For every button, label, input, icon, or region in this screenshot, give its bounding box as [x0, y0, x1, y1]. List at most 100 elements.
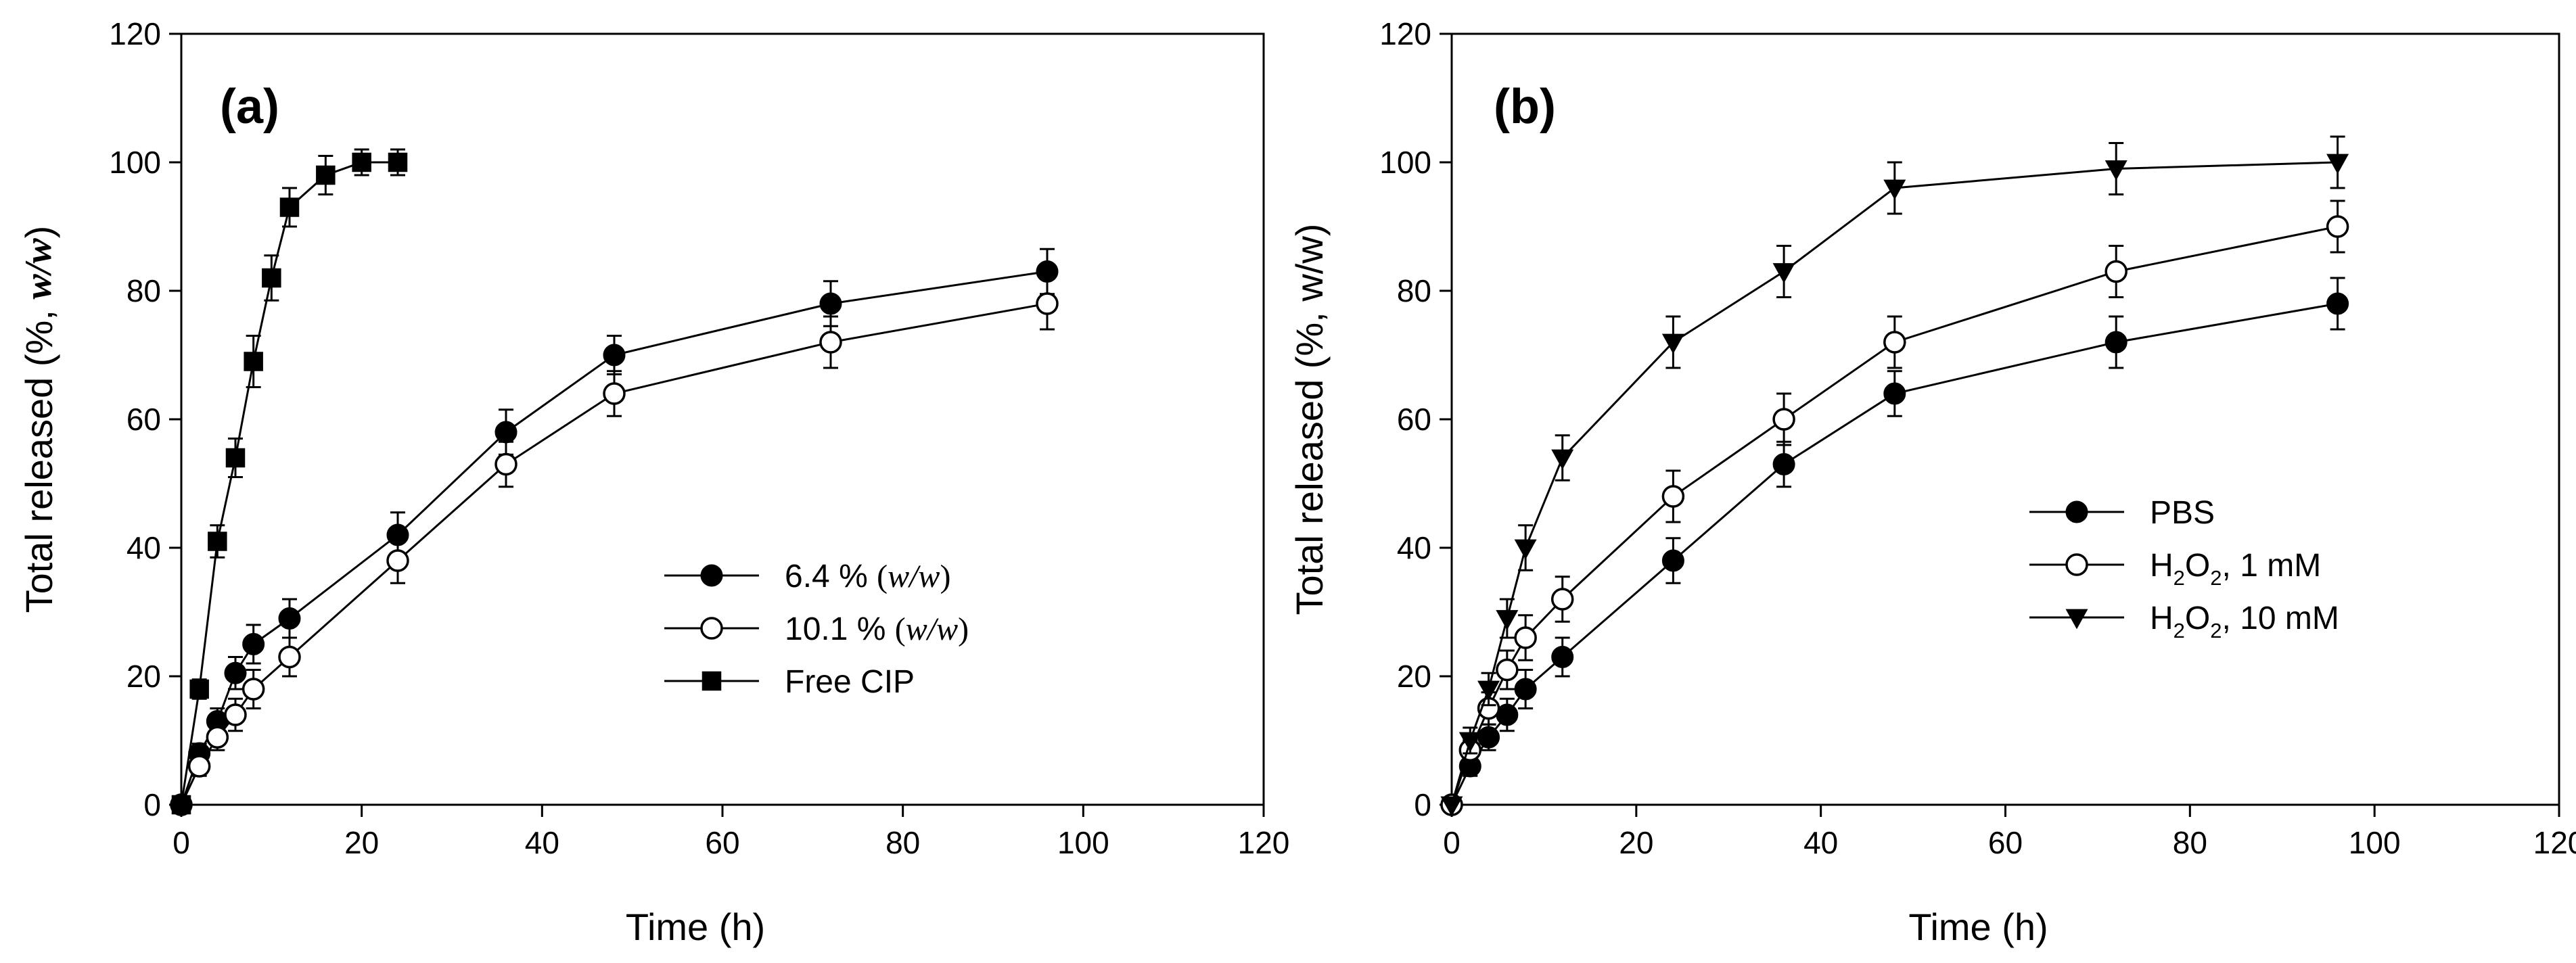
text-part: 2 [2174, 619, 2185, 642]
text-part: ( [895, 611, 906, 647]
x-tick-label: 80 [886, 825, 920, 860]
text-part: 2 [2210, 619, 2222, 642]
legend-entry: 10.1 % (w/w) [664, 611, 969, 647]
y-tick-label: 120 [109, 16, 161, 51]
data-point [242, 633, 265, 655]
series-line [180, 161, 398, 805]
legend-label: PBS [2150, 495, 2215, 531]
series-2 [170, 277, 1059, 816]
data-point [279, 197, 300, 217]
text-part: 6.4 % [785, 559, 877, 594]
data-point [1477, 726, 1500, 749]
text-part: , 1 mM [2222, 548, 2322, 584]
series-1 [170, 248, 1059, 816]
data-point [1458, 732, 1481, 753]
data-point [1883, 179, 1906, 200]
data-point [2104, 260, 2128, 283]
y-tick-label: 120 [1379, 16, 1431, 51]
data-point [206, 726, 229, 749]
data-point [1883, 331, 1906, 354]
legend-entry: 6.4 % (w/w) [664, 559, 950, 594]
data-point [1036, 292, 1059, 315]
x-tick-label: 120 [1238, 825, 1290, 860]
data-point [1496, 703, 1519, 726]
x-tick-label: 20 [344, 825, 379, 860]
data-point [495, 452, 518, 476]
legend-label: H2O2, 10 mM [2150, 601, 2339, 642]
plot-frame [1450, 32, 2560, 806]
data-point [225, 448, 246, 468]
text-part: ( [877, 559, 888, 594]
text-part: Free CIP [785, 664, 915, 700]
data-point [1496, 610, 1519, 630]
y-tick-label: 0 [1414, 787, 1431, 822]
legend-marker [2065, 553, 2088, 576]
x-tick-label: 0 [1443, 825, 1460, 860]
x-tick-label: 60 [705, 825, 739, 860]
y-tick-label: 40 [127, 530, 161, 565]
data-point [1772, 408, 1795, 431]
x-axis-label: Time (h) [626, 906, 765, 948]
y-axis-label: Total released (%, w/w) [1288, 224, 1331, 615]
y-tick-label: 80 [1397, 273, 1431, 308]
data-point [603, 344, 626, 367]
data-point [244, 352, 263, 371]
text-part: O [2185, 601, 2210, 636]
y-tick-label: 40 [1397, 530, 1431, 565]
text-part: 2 [2210, 566, 2222, 590]
data-point [208, 532, 227, 551]
legend-entry: Free CIP [664, 664, 915, 700]
x-tick-label: 0 [172, 825, 190, 860]
plot-frame [180, 32, 1265, 806]
text-part: Total released (%, [18, 300, 60, 613]
data-point [171, 795, 191, 815]
legend-marker [700, 617, 723, 640]
y-tick-label: 100 [1379, 145, 1431, 180]
text-part: , 10 mM [2222, 601, 2339, 636]
series-2 [1440, 199, 2349, 816]
legend-entry: PBS [2029, 495, 2215, 531]
text-part: w/w [906, 611, 958, 647]
data-point [2104, 160, 2128, 181]
legend-label: Free CIP [785, 664, 915, 700]
text-part: Total released (%, w/w) [1288, 224, 1331, 615]
y-tick-label: 100 [109, 145, 161, 180]
x-tick-label: 60 [1988, 825, 2023, 860]
text-part: 10.1 % [785, 611, 895, 647]
data-point [352, 152, 371, 172]
legend-marker [700, 564, 723, 587]
legend-marker [2065, 609, 2088, 630]
panel-label: (a) [220, 80, 279, 134]
text-part: w/w [18, 238, 60, 300]
legend-label: H2O2, 1 mM [2150, 548, 2321, 590]
text-part: 2 [2174, 566, 2185, 590]
text-part: H [2150, 601, 2174, 636]
data-point [819, 292, 842, 315]
series-3 [1440, 135, 2349, 817]
panel-label: (b) [1494, 80, 1556, 134]
data-point [495, 421, 518, 444]
y-tick-label: 60 [1397, 402, 1431, 437]
data-point [1496, 658, 1519, 682]
text-part: PBS [2150, 495, 2215, 531]
legend-marker [2065, 500, 2088, 523]
y-tick-label: 20 [1397, 659, 1431, 694]
data-point [262, 268, 281, 288]
text-part: O [2185, 548, 2210, 584]
data-point [1514, 626, 1537, 649]
data-point [1661, 549, 1684, 572]
x-tick-label: 20 [1619, 825, 1653, 860]
legend-label: 6.4 % (w/w) [785, 559, 950, 594]
data-point [278, 607, 301, 630]
data-point [1661, 485, 1685, 508]
series-1 [1440, 277, 2349, 816]
x-tick-label: 100 [2349, 825, 2401, 860]
data-point [278, 645, 301, 669]
data-point [1477, 680, 1500, 701]
data-point [819, 331, 842, 354]
legend-label: 10.1 % (w/w) [785, 611, 969, 647]
x-tick-label: 100 [1057, 825, 1109, 860]
y-tick-label: 60 [127, 402, 161, 437]
data-point [1551, 646, 1574, 668]
